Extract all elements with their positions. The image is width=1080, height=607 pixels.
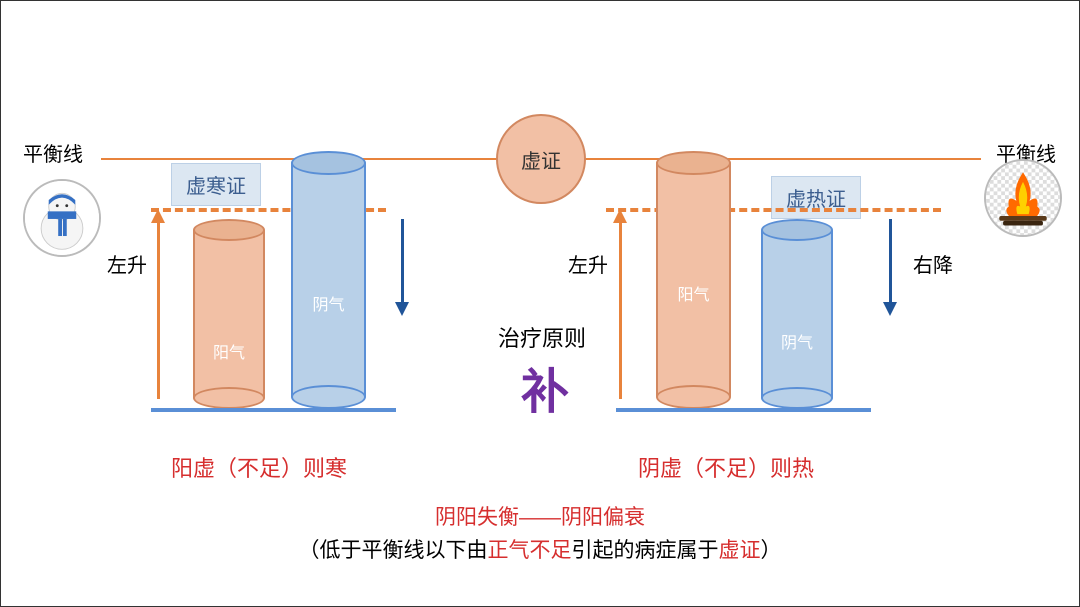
right-up-label: 左升 [568,249,608,278]
right-down-arrow [889,219,892,304]
left-up-arrow [157,221,160,399]
xure-box: 虚热证 [771,176,861,219]
right-yin-cylinder: 阴气 [761,219,833,399]
xuzheng-label: 虚证 [521,145,561,174]
left-yin-label: 阴气 [291,291,366,315]
left-up-label: 左升 [107,249,147,278]
xuzheng-circle: 虚证 [496,114,586,204]
xuhan-box: 虚寒证 [171,163,261,206]
treatment-label: 治疗原则 [498,321,586,353]
left-caption: 阳虚（不足）则寒 [171,451,347,483]
fire-icon [984,159,1062,237]
right-down-label: 右降 [913,249,953,278]
left-yin-cylinder: 阴气 [291,151,366,399]
right-yang-label: 阳气 [656,281,731,305]
left-yang-cylinder: 阳气 [193,219,265,399]
snowman-icon [23,179,101,257]
right-yang-cylinder: 阳气 [656,151,731,399]
left-down-arrow [401,219,404,304]
diagram-root: 平衡线 平衡线 虚证 虚寒证 [1,1,1079,606]
bu-char: 补 [521,352,569,422]
title-line1: 阴阳失衡——阴阳偏衰 [1,501,1079,531]
balance-label-left: 平衡线 [23,138,83,167]
right-yin-label: 阴气 [761,329,833,353]
right-caption: 阴虚（不足）则热 [638,451,814,483]
right-up-arrow [619,221,622,399]
right-base-line [616,408,871,412]
title-line2: （低于平衡线以下由正气不足引起的病症属于虚证） [1,534,1079,564]
left-base-line [151,408,396,412]
left-yang-label: 阳气 [193,339,265,363]
